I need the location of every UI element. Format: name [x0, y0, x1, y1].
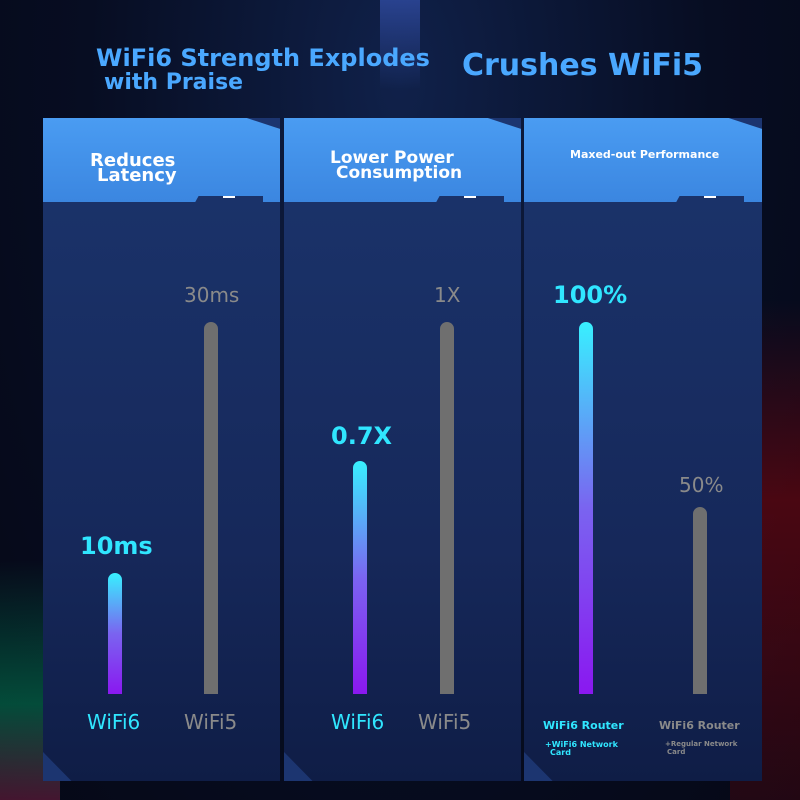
panel-heading-line2: Consumption	[336, 163, 463, 183]
power-panel: Lower Power Consumption 1X 0.7X WiFi6 Wi…	[284, 118, 521, 781]
panel-header	[43, 118, 280, 202]
panel-body	[43, 202, 280, 781]
wifi6-bar	[579, 322, 593, 694]
wifi6-router-label: WiFi6 Router	[543, 719, 624, 732]
panel-header	[524, 118, 762, 202]
wifi6-value: 0.7X	[331, 422, 393, 450]
wifi5-card-line1: +Regular Network	[665, 740, 738, 748]
page-title-right: Crushes WiFi5	[462, 48, 704, 83]
wifi6-card-line2: Card	[550, 748, 571, 757]
wifi6-bar	[353, 461, 367, 694]
panel-heading-line1: Lower Power	[330, 148, 454, 168]
panel-tab	[434, 196, 504, 206]
panel-header	[284, 118, 521, 202]
wifi5-router-label: WiFi6 Router	[659, 719, 740, 732]
latency-panel: Reduces Latency 30ms 10ms WiFi6 WiFi5	[43, 118, 280, 781]
wifi5-bar	[204, 322, 218, 694]
panel-body	[284, 202, 521, 781]
panel-heading-line2: Latency	[97, 165, 177, 186]
wifi5-bar	[693, 507, 707, 694]
panel-tab	[193, 196, 263, 206]
page-title-line1: WiFi6 Strength Explodes	[96, 44, 430, 72]
wifi5-value: 30ms	[184, 283, 240, 307]
wifi6-card-line1: +WiFi6 Network	[545, 740, 618, 749]
wifi6-value: 10ms	[80, 532, 153, 560]
panel-heading: Maxed-out Performance	[570, 148, 720, 161]
performance-panel: Maxed-out Performance 100% 50% WiFi6 Rou…	[524, 118, 762, 781]
page-title-line2: with Praise	[104, 70, 244, 95]
wifi5-label: WiFi5	[418, 710, 472, 734]
panel-tab	[674, 196, 744, 206]
wifi5-card-line2: Card	[667, 748, 686, 756]
wifi5-value: 50%	[679, 473, 724, 497]
wifi5-bar	[440, 322, 454, 694]
background-light-beam	[380, 0, 420, 90]
wifi6-label: WiFi6	[331, 710, 385, 734]
wifi6-label: WiFi6	[87, 710, 141, 734]
wifi6-bar	[108, 573, 122, 694]
wifi6-value: 100%	[553, 281, 628, 309]
wifi5-value: 1X	[434, 283, 461, 307]
panel-body	[524, 202, 762, 781]
panel-heading-line1: Reduces	[90, 150, 176, 171]
wifi5-label: WiFi5	[184, 710, 238, 734]
